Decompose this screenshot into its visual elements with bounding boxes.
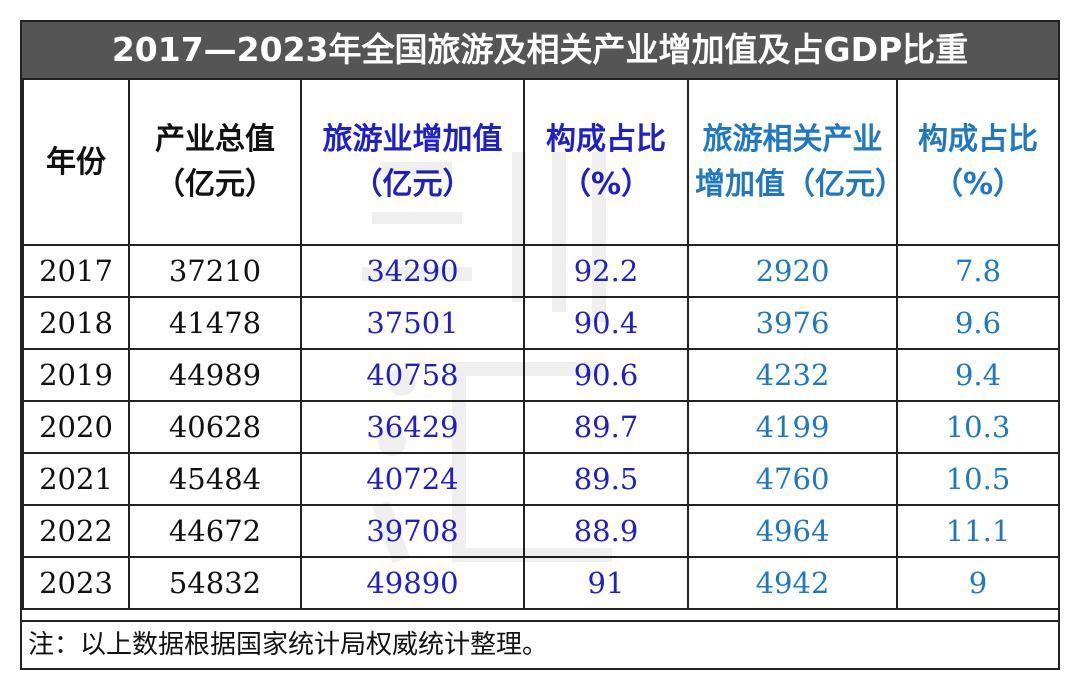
cell-related-share: 9 xyxy=(896,556,1058,610)
cell-year: 2022 xyxy=(22,504,130,558)
cell-tourism-value-added: 34290 xyxy=(300,244,525,298)
cell-related-value-added: 4232 xyxy=(687,348,898,402)
cell-industry-total: 45484 xyxy=(128,452,302,506)
cell-related-value-added: 4199 xyxy=(687,400,898,454)
data-table-card: 2017—2023年全国旅游及相关产业增加值及占GDP比重 年份 产业总值（亿元… xyxy=(20,20,1060,670)
cell-related-share: 10.3 xyxy=(896,400,1058,454)
table-row: 2017 37210 34290 92.2 2920 7.8 xyxy=(22,244,1058,298)
cell-related-share: 9.6 xyxy=(896,296,1058,350)
table-row: 2023 54832 49890 91 4942 9 xyxy=(22,556,1058,610)
cell-tourism-share: 91 xyxy=(523,556,689,610)
header-related-share: 构成占比（%） xyxy=(896,78,1058,246)
table-row: 2021 45484 40724 89.5 4760 10.5 xyxy=(22,452,1058,506)
cell-year: 2018 xyxy=(22,296,130,350)
cell-industry-total: 37210 xyxy=(128,244,302,298)
cell-related-value-added: 4760 xyxy=(687,452,898,506)
cell-tourism-value-added: 40758 xyxy=(300,348,525,402)
cell-tourism-share: 90.4 xyxy=(523,296,689,350)
table-row: 2018 41478 37501 90.4 3976 9.6 xyxy=(22,296,1058,350)
cell-tourism-share: 89.7 xyxy=(523,400,689,454)
cell-year: 2023 xyxy=(22,556,130,610)
cell-tourism-share: 88.9 xyxy=(523,504,689,558)
header-year: 年份 xyxy=(22,78,130,246)
header-row: 年份 产业总值（亿元） 旅游业增加值（亿元） 构成占比（%） 旅游相关产业增加值… xyxy=(22,78,1058,246)
cell-related-value-added: 4942 xyxy=(687,556,898,610)
cell-related-share: 10.5 xyxy=(896,452,1058,506)
cell-year: 2020 xyxy=(22,400,130,454)
header-industry-total: 产业总值（亿元） xyxy=(128,78,302,246)
cell-tourism-value-added: 40724 xyxy=(300,452,525,506)
cell-year: 2017 xyxy=(22,244,130,298)
table-title: 2017—2023年全国旅游及相关产业增加值及占GDP比重 xyxy=(22,22,1058,78)
cell-related-value-added: 3976 xyxy=(687,296,898,350)
cell-related-share: 9.4 xyxy=(896,348,1058,402)
cell-related-value-added: 2920 xyxy=(687,244,898,298)
header-related-value-added: 旅游相关产业增加值（亿元） xyxy=(687,78,898,246)
cell-year: 2021 xyxy=(22,452,130,506)
cell-tourism-value-added: 39708 xyxy=(300,504,525,558)
table-note: 注：以上数据根据国家统计局权威统计整理。 xyxy=(22,620,1058,668)
table-row: 2019 44989 40758 90.6 4232 9.4 xyxy=(22,348,1058,402)
cell-industry-total: 40628 xyxy=(128,400,302,454)
cell-tourism-share: 92.2 xyxy=(523,244,689,298)
cell-industry-total: 54832 xyxy=(128,556,302,610)
cell-year: 2019 xyxy=(22,348,130,402)
cell-tourism-value-added: 37501 xyxy=(300,296,525,350)
cell-industry-total: 44989 xyxy=(128,348,302,402)
table-row: 2020 40628 36429 89.7 4199 10.3 xyxy=(22,400,1058,454)
cell-tourism-share: 90.6 xyxy=(523,348,689,402)
cell-industry-total: 44672 xyxy=(128,504,302,558)
cell-tourism-share: 89.5 xyxy=(523,452,689,506)
cell-industry-total: 41478 xyxy=(128,296,302,350)
data-table: 年份 产业总值（亿元） 旅游业增加值（亿元） 构成占比（%） 旅游相关产业增加值… xyxy=(22,78,1058,610)
cell-related-value-added: 4964 xyxy=(687,504,898,558)
header-tourism-value-added: 旅游业增加值（亿元） xyxy=(300,78,525,246)
cell-tourism-value-added: 36429 xyxy=(300,400,525,454)
cell-related-share: 11.1 xyxy=(896,504,1058,558)
cell-related-share: 7.8 xyxy=(896,244,1058,298)
header-tourism-share: 构成占比（%） xyxy=(523,78,689,246)
cell-tourism-value-added: 49890 xyxy=(300,556,525,610)
table-row: 2022 44672 39708 88.9 4964 11.1 xyxy=(22,504,1058,558)
